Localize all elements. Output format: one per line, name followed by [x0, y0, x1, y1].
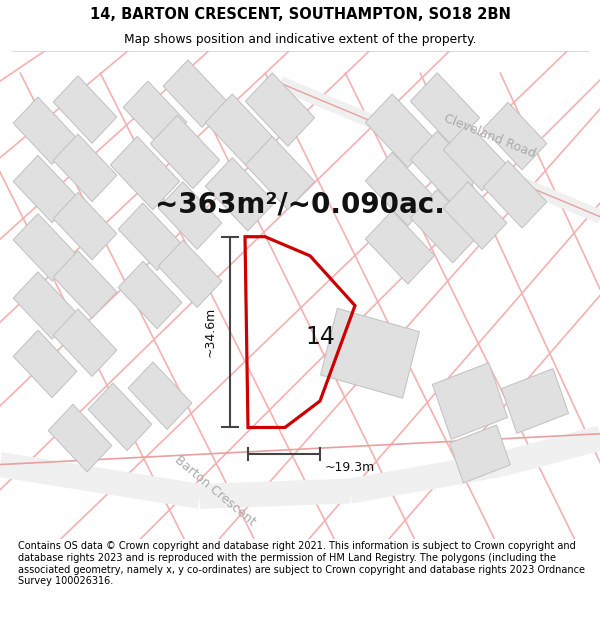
Bar	[443, 124, 507, 191]
Bar	[205, 158, 275, 231]
Bar	[502, 369, 569, 433]
Bar	[205, 94, 275, 168]
Bar	[433, 362, 508, 439]
Bar	[158, 240, 222, 308]
Bar	[123, 81, 187, 149]
Bar	[410, 131, 479, 204]
Bar	[53, 134, 117, 201]
Text: Map shows position and indicative extent of the property.: Map shows position and indicative extent…	[124, 34, 476, 46]
Bar	[245, 136, 314, 210]
Bar	[410, 189, 479, 263]
Text: 14, BARTON CRESCENT, SOUTHAMPTON, SO18 2BN: 14, BARTON CRESCENT, SOUTHAMPTON, SO18 2…	[89, 7, 511, 22]
Bar	[365, 94, 434, 168]
Bar	[13, 330, 77, 398]
Bar	[443, 182, 507, 249]
Bar	[110, 136, 179, 210]
Bar	[128, 362, 192, 429]
Bar	[13, 214, 77, 281]
Bar	[13, 97, 77, 164]
Bar	[118, 261, 182, 329]
Bar	[53, 251, 117, 318]
Text: ~34.6m: ~34.6m	[203, 307, 217, 358]
Bar	[48, 404, 112, 472]
Text: 14: 14	[305, 326, 335, 349]
Text: Barton Crescent: Barton Crescent	[172, 454, 258, 529]
Bar	[365, 152, 434, 226]
Bar	[13, 155, 77, 222]
Bar	[320, 308, 419, 398]
Bar	[449, 425, 511, 483]
Bar	[53, 76, 117, 143]
Bar	[13, 272, 77, 339]
Bar	[245, 73, 314, 146]
Bar	[483, 161, 547, 228]
Bar	[483, 102, 547, 170]
Bar	[365, 211, 434, 284]
Bar	[410, 73, 479, 146]
Bar	[158, 182, 222, 249]
Text: ~19.3m: ~19.3m	[325, 461, 375, 474]
Bar	[53, 192, 117, 260]
Bar	[88, 383, 152, 451]
Text: Contains OS data © Crown copyright and database right 2021. This information is : Contains OS data © Crown copyright and d…	[18, 541, 585, 586]
Bar	[118, 203, 182, 271]
Bar	[53, 309, 117, 376]
Text: Cleveland Road: Cleveland Road	[442, 112, 538, 161]
Text: ~363m²/~0.090ac.: ~363m²/~0.090ac.	[155, 191, 445, 219]
Bar	[151, 115, 220, 189]
Bar	[163, 60, 227, 127]
